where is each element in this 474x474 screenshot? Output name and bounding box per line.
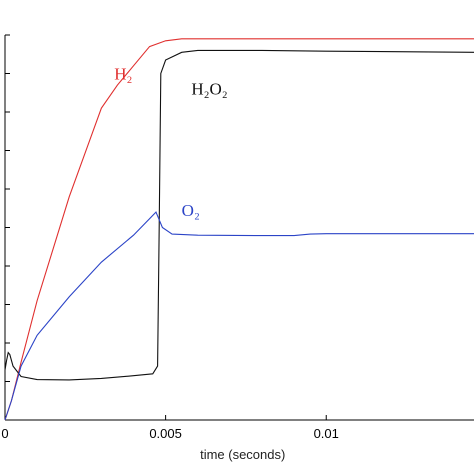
series-line — [4, 49, 474, 381]
series-label: O₂ — [182, 201, 200, 220]
series-line — [4, 38, 474, 421]
series-layer — [4, 38, 474, 421]
series-labels: H₂ H₂O₂ O₂ — [114, 64, 228, 220]
y-ticks — [5, 34, 10, 421]
series-label: H₂O₂ — [191, 80, 227, 99]
x-tick-label: 0.005 — [149, 426, 182, 441]
series-line — [4, 211, 474, 421]
x-tick-label: 0 — [1, 426, 8, 441]
x-tick-label: 0.01 — [314, 426, 339, 441]
x-axis-title: time (seconds) — [200, 447, 285, 462]
x-ticks: 0 0.005 0.01 — [1, 415, 339, 441]
series-label: H₂ — [114, 64, 132, 83]
